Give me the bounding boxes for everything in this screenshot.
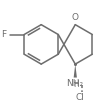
- Polygon shape: [74, 64, 77, 78]
- Text: F: F: [1, 30, 6, 39]
- Text: NH₂: NH₂: [66, 79, 83, 88]
- Text: Cl: Cl: [76, 93, 85, 102]
- Text: O: O: [72, 13, 79, 22]
- Text: H: H: [73, 80, 79, 89]
